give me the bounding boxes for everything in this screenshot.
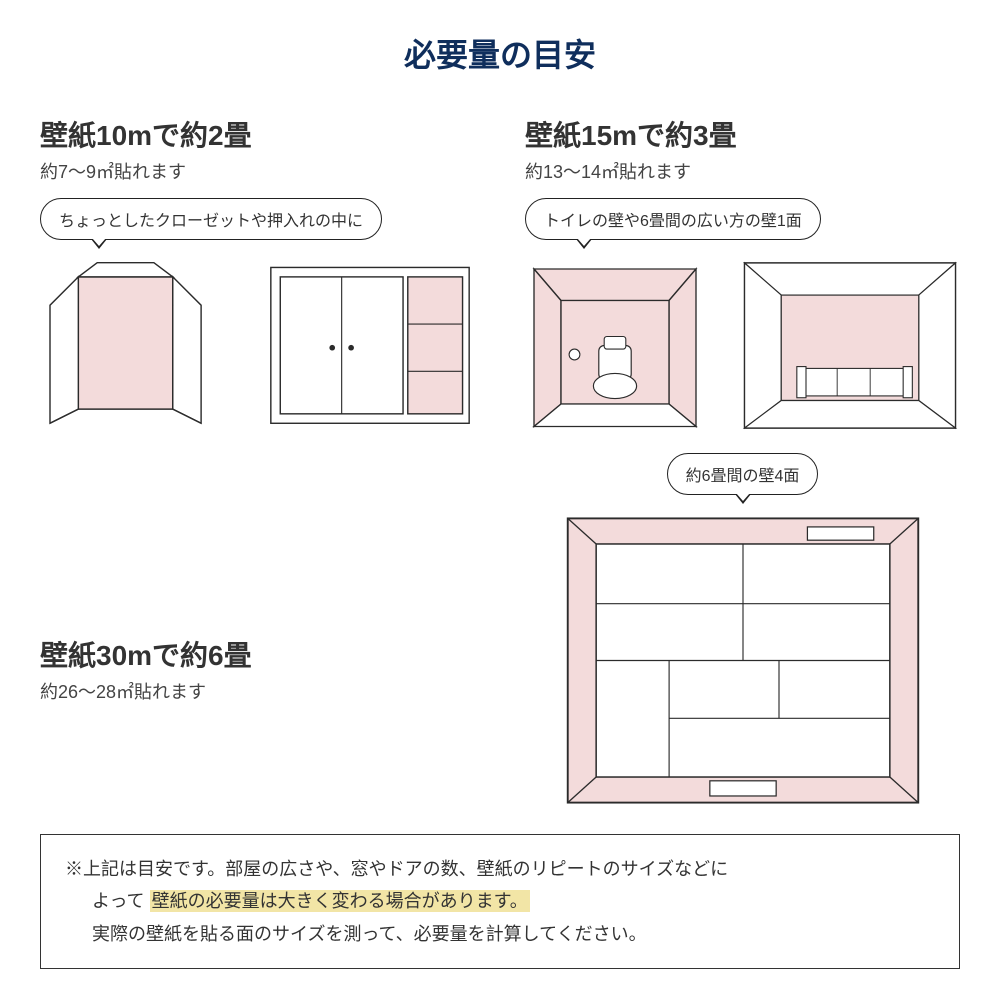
sub-10m: 約7〜9㎡貼れます xyxy=(40,158,475,184)
content-grid: 壁紙10mで約2畳 約7〜9㎡貼れます ちょっとしたクローゼットや押入れの中に xyxy=(40,114,960,808)
note-highlight: 壁紙の必要量は大きく変わる場合があります。 xyxy=(150,890,530,912)
section-30m: 壁紙30mで約6畳 約26〜28㎡貼れます xyxy=(40,544,475,718)
closet-illustration xyxy=(40,258,247,428)
note-box: ※上記は目安です。部屋の広さや、窓やドアの数、壁紙のリピートのサイズなどに よっ… xyxy=(40,834,960,969)
oshiire-illustration xyxy=(265,258,475,428)
page-title: 必要量の目安 xyxy=(40,30,960,76)
section-10m: 壁紙10mで約2畳 約7〜9㎡貼れます ちょっとしたクローゼットや押入れの中に xyxy=(40,114,475,433)
heading-10m: 壁紙10mで約2畳 xyxy=(40,114,475,154)
note-line1: ※上記は目安です。部屋の広さや、窓やドアの数、壁紙のリピートのサイズなどに xyxy=(65,853,935,885)
sub-15m: 約13〜14㎡貼れます xyxy=(525,158,960,184)
room-wall-illustration xyxy=(740,258,960,433)
bubble-6tatami: 約6畳間の壁4面 xyxy=(667,453,819,495)
section-6tatami: 約6畳間の壁4面 xyxy=(525,453,960,808)
heading-15m: 壁紙15mで約3畳 xyxy=(525,114,960,154)
bubble-15m: トイレの壁や6畳間の広い方の壁1面 xyxy=(525,198,821,240)
bubble-10m: ちょっとしたクローゼットや押入れの中に xyxy=(40,198,382,240)
note-line3: 実際の壁紙を貼る面のサイズを測って、必要量を計算してください。 xyxy=(65,918,935,950)
heading-30m: 壁紙30mで約6畳 xyxy=(40,634,475,674)
sub-30m: 約26〜28㎡貼れます xyxy=(40,678,475,704)
toilet-illustration xyxy=(525,258,722,433)
note-line2: よって 壁紙の必要量は大きく変わる場合があります。 xyxy=(65,885,935,917)
note-line2a: よって xyxy=(92,891,145,911)
floorplan-illustration xyxy=(525,513,960,808)
section-15m: 壁紙15mで約3畳 約13〜14㎡貼れます トイレの壁や6畳間の広い方の壁1面 xyxy=(525,114,960,433)
